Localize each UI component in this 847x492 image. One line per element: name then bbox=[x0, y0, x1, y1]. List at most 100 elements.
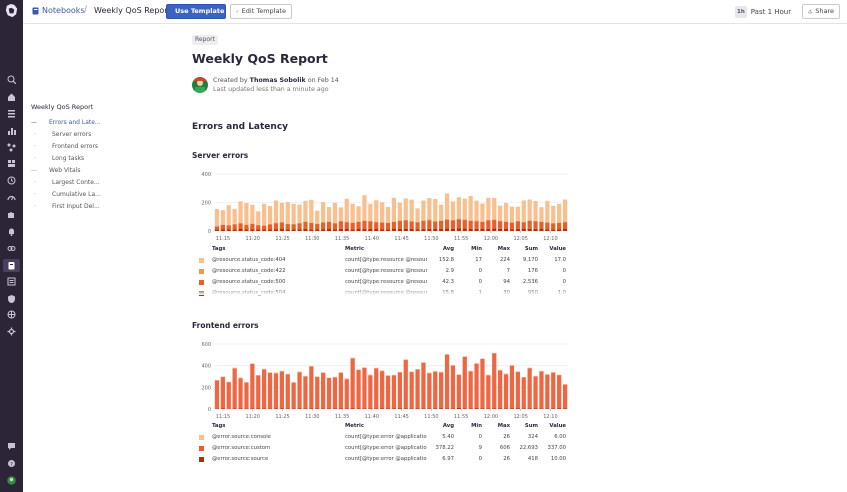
nav-shield-icon[interactable] bbox=[5, 293, 18, 303]
column-header[interactable]: Max bbox=[497, 423, 510, 429]
nav-bell-icon[interactable] bbox=[5, 226, 18, 236]
toc-title[interactable]: Weekly QoS Report bbox=[31, 103, 94, 111]
nav-bar-chart-icon[interactable] bbox=[5, 125, 18, 135]
bar bbox=[309, 199, 314, 223]
table-row[interactable]: @resource.status_code:404 count[@type:res… bbox=[192, 255, 572, 265]
x-tick-label: 12:05 bbox=[513, 236, 527, 242]
nav-list-icon[interactable] bbox=[5, 108, 18, 118]
bar bbox=[273, 223, 279, 230]
bar bbox=[539, 229, 544, 231]
nav-home-icon[interactable] bbox=[5, 91, 18, 101]
toc-item[interactable]: — Web Vitals bbox=[31, 165, 141, 177]
column-header[interactable]: Value bbox=[549, 246, 566, 252]
cell-max: 606 bbox=[499, 445, 510, 451]
table-row[interactable]: @error.source:custom count[@type:error @a… bbox=[192, 443, 572, 453]
column-header[interactable]: Min bbox=[471, 246, 482, 252]
cell-avg: 5.40 bbox=[442, 434, 454, 440]
column-header[interactable]: Min bbox=[471, 423, 482, 429]
nav-user-avatar-icon[interactable] bbox=[5, 475, 18, 485]
bar bbox=[315, 377, 320, 409]
x-tick-label: 12:05 bbox=[513, 414, 527, 420]
nav-dashboard-icon[interactable] bbox=[5, 158, 18, 168]
use-template-button[interactable]: Use Template bbox=[166, 4, 226, 19]
cell-tag: @resource.status_code:404 bbox=[212, 257, 286, 263]
cell-min: 0 bbox=[478, 268, 482, 274]
nav-notebook-icon[interactable] bbox=[3, 259, 20, 272]
nav-puzzle-icon[interactable] bbox=[5, 209, 18, 219]
report-tag[interactable]: Report bbox=[192, 35, 218, 45]
bar bbox=[279, 408, 284, 409]
bar bbox=[244, 202, 249, 225]
breadcrumb-notebooks[interactable]: Notebooks bbox=[32, 6, 85, 16]
column-header[interactable]: Tags bbox=[212, 246, 226, 252]
cell-max: 94 bbox=[503, 279, 510, 285]
frontend-errors-legend-table: Tags Metric Avg Min Max Sum Value @error.source… bbox=[192, 421, 572, 463]
bar bbox=[427, 220, 432, 229]
nav-chat-icon[interactable] bbox=[5, 441, 18, 451]
nav-graph-icon[interactable] bbox=[5, 142, 18, 152]
bar bbox=[421, 200, 426, 221]
table-row[interactable]: @resource.status_code:500 count[@type:res… bbox=[192, 277, 572, 287]
bar bbox=[492, 228, 497, 231]
table-row[interactable]: @error.source:console count[@type:error @… bbox=[192, 432, 572, 442]
nav-help-icon[interactable]: ? bbox=[5, 458, 18, 468]
column-header[interactable]: Metric bbox=[345, 246, 364, 252]
share-button[interactable]: Share bbox=[802, 4, 840, 19]
toc-item[interactable]: · Long tasks bbox=[31, 153, 141, 165]
column-header[interactable]: Value bbox=[549, 423, 566, 429]
toc-item[interactable]: · Server errors bbox=[31, 129, 141, 141]
nav-gear-icon[interactable] bbox=[5, 326, 18, 336]
nav-globe-icon[interactable] bbox=[5, 309, 18, 319]
bar bbox=[232, 368, 237, 409]
bar bbox=[232, 367, 237, 369]
bar bbox=[462, 356, 467, 357]
time-picker[interactable]: 1h Past 1 Hour bbox=[735, 6, 791, 18]
bar bbox=[332, 229, 338, 231]
series-color-swatch bbox=[199, 258, 204, 263]
column-header[interactable]: Sum bbox=[524, 423, 538, 429]
toc-item-label: Frontend errors bbox=[52, 143, 99, 150]
bar bbox=[562, 229, 568, 231]
bar bbox=[332, 377, 338, 409]
bar bbox=[409, 199, 414, 222]
toc-item[interactable]: — Errors and Late... bbox=[31, 117, 141, 129]
bar bbox=[439, 408, 444, 409]
bar bbox=[362, 228, 367, 231]
cell-min: 0 bbox=[478, 434, 482, 440]
top-bar: Notebooks / Weekly QoS Report Use Templa… bbox=[23, 0, 847, 24]
bar bbox=[444, 354, 450, 355]
nav-search-icon[interactable] bbox=[5, 74, 18, 84]
column-header[interactable]: Max bbox=[497, 246, 510, 252]
x-tick-label: 11:55 bbox=[454, 414, 468, 420]
column-header[interactable]: Avg bbox=[442, 423, 454, 429]
column-header[interactable]: Avg bbox=[442, 246, 454, 252]
bar bbox=[444, 228, 450, 231]
bar bbox=[362, 408, 367, 409]
bar bbox=[527, 408, 532, 409]
bar bbox=[527, 220, 532, 221]
notebook-icon bbox=[32, 7, 39, 15]
column-header[interactable]: Sum bbox=[524, 246, 538, 252]
table-row[interactable]: @error.source:source count[@type:error @a… bbox=[192, 454, 572, 464]
datadog-logo-icon[interactable] bbox=[4, 3, 19, 18]
cell-min: 0 bbox=[478, 456, 482, 462]
table-row[interactable]: @resource.status_code:422 count[@type:res… bbox=[192, 266, 572, 276]
toc-marker-icon: · bbox=[34, 179, 36, 186]
bar bbox=[338, 228, 343, 231]
nav-clock-icon[interactable] bbox=[5, 175, 18, 185]
nav-log-icon[interactable] bbox=[5, 276, 18, 286]
column-header[interactable]: Tags bbox=[212, 423, 226, 429]
toc-item[interactable]: · Frontend errors bbox=[31, 141, 141, 153]
column-header[interactable]: Metric bbox=[345, 423, 364, 429]
bar bbox=[503, 202, 509, 222]
server-errors-chart[interactable]: 0 200 400 11:15 11:20 11:25 11:30 11:35 11:40 11:… bbox=[192, 170, 572, 242]
nav-gauge-icon[interactable] bbox=[5, 192, 18, 202]
toc-item[interactable]: · Cumulative La... bbox=[31, 189, 141, 201]
edit-template-button[interactable]: Edit Template bbox=[230, 4, 292, 19]
frontend-errors-chart[interactable]: 0 200 400 600 11:15 11:20 11:25 11:30 11:35 11:40… bbox=[192, 340, 572, 420]
toc-item[interactable]: · First Input Del... bbox=[31, 201, 141, 213]
bar bbox=[450, 408, 456, 409]
nav-link-icon[interactable] bbox=[5, 243, 18, 253]
bar bbox=[350, 358, 355, 409]
toc-item[interactable]: · Largest Conte... bbox=[31, 177, 141, 189]
